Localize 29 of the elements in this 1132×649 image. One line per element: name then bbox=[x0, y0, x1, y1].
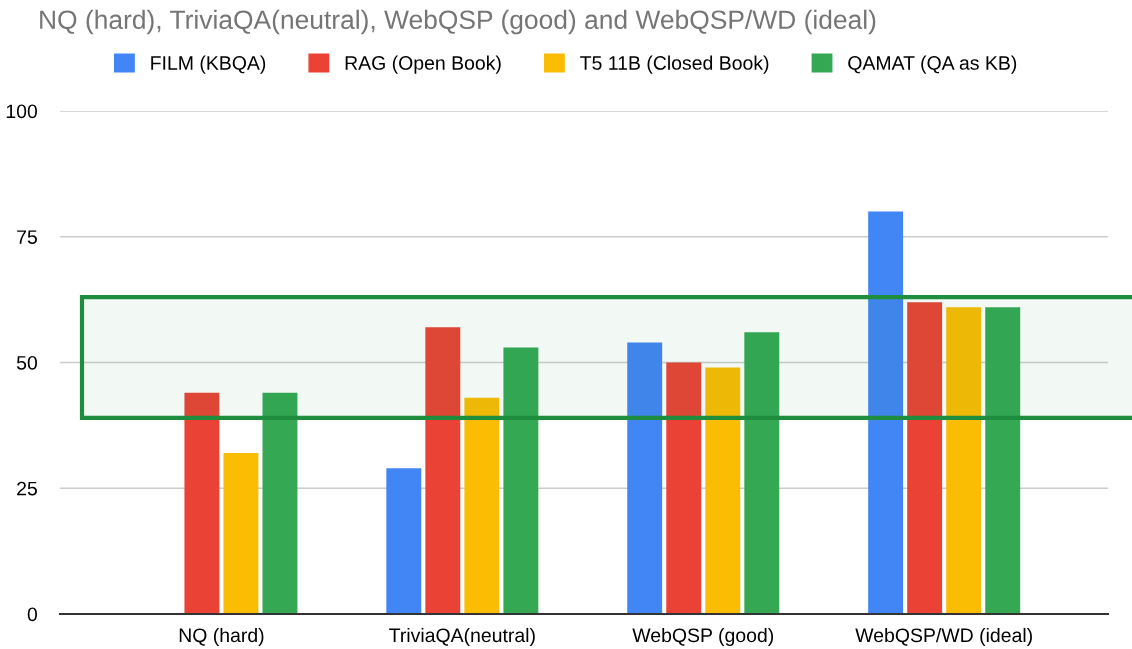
legend-label: T5 11B (Closed Book) bbox=[580, 55, 769, 74]
bar bbox=[744, 332, 780, 614]
bar bbox=[223, 453, 259, 614]
bar bbox=[503, 347, 539, 614]
x-tick-label: TriviaQA(neutral) bbox=[389, 627, 535, 647]
bar bbox=[386, 468, 422, 614]
bar bbox=[627, 342, 663, 614]
legend-label: QAMAT (QA as KB) bbox=[848, 55, 1017, 74]
chart-title: NQ (hard), TriviaQA(neutral), WebQSP (good) and WebQSP/WD (ideal) bbox=[40, 9, 876, 35]
bar bbox=[985, 307, 1021, 614]
bar bbox=[464, 397, 500, 614]
y-tick-label: 75 bbox=[17, 230, 37, 244]
bar bbox=[184, 392, 220, 614]
bar bbox=[666, 362, 702, 614]
bar bbox=[262, 392, 298, 614]
bar bbox=[425, 327, 461, 614]
bar bbox=[946, 307, 982, 614]
bar bbox=[907, 302, 943, 614]
legend-label: FILM (KBQA) bbox=[151, 55, 266, 74]
x-tick-label: WebQSP/WD (ideal) bbox=[855, 627, 1032, 647]
legend-label: RAG (Open Book) bbox=[345, 55, 501, 74]
bar bbox=[705, 367, 741, 614]
bar bbox=[868, 211, 904, 614]
x-tick-label: WebQSP (good) bbox=[632, 627, 774, 647]
y-tick-label: 25 bbox=[17, 481, 37, 496]
x-tick-label: NQ (hard) bbox=[179, 627, 264, 647]
y-tick-label: 0 bbox=[27, 607, 38, 622]
y-tick-label: 50 bbox=[16, 355, 38, 370]
y-tick-label: 100 bbox=[6, 104, 38, 119]
